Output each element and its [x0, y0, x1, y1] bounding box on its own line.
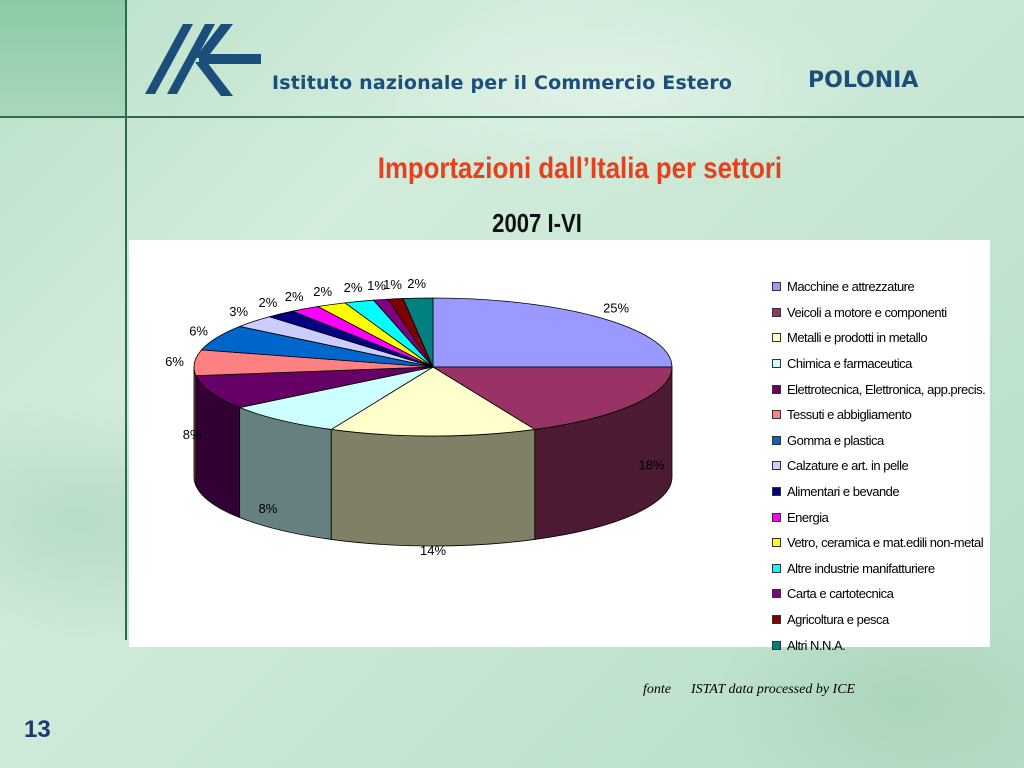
- legend-swatch: [772, 615, 781, 625]
- legend-label: Tessuti e abbigliamento: [787, 407, 912, 423]
- legend-label: Carta e cartotecnica: [787, 586, 894, 602]
- pie-slice-3: [330, 366, 536, 437]
- legend-item-7: Gomma e plastica: [772, 428, 992, 454]
- pie-chart: 25% 18% 14% 8% 8% 6% 6% 3% 2% 2% 2% 2% 1%1% 2%: [165, 276, 673, 558]
- pie-label-3: 14%: [420, 543, 446, 558]
- pie-slice-1: [432, 297, 673, 368]
- legend-item-13: Carta e cartotecnica: [772, 581, 992, 607]
- pie-label-9: 2%: [259, 295, 278, 310]
- pie-slice-2: [431, 366, 673, 430]
- pie-label-2: 18%: [639, 458, 665, 473]
- legend-label: Agricoltura e pesca: [787, 612, 889, 628]
- legend-item-10: Energia: [772, 504, 992, 530]
- legend-label: Elettrotecnica, Elettronica, app.precis.: [787, 381, 986, 397]
- slide-header: Istituto nazionale per il Commercio Este…: [0, 0, 1024, 116]
- legend-item-11: Vetro, ceramica e mat.edili non-metal: [772, 530, 992, 556]
- pie-label-6: 6%: [165, 354, 184, 369]
- legend-label: Metalli e prodotti in metallo: [787, 330, 928, 346]
- pie-slice-5: [195, 366, 434, 408]
- ice-logo-icon: [145, 24, 261, 96]
- legend-swatch: [772, 461, 781, 471]
- legend-label: Chimica e farmaceutica: [787, 356, 912, 372]
- pie-label-5: 8%: [183, 427, 202, 442]
- header-horizontal-divider: [0, 116, 1024, 118]
- legend-swatch: [772, 410, 781, 420]
- chart-title: Importazioni dall’Italia per settori: [377, 152, 783, 185]
- chart-subtitle: 2007 I-VI: [492, 208, 582, 238]
- legend-item-4: Chimica e farmaceutica: [772, 351, 992, 377]
- pie-slice-4: [238, 366, 434, 430]
- pie-label-4: 8%: [259, 501, 278, 516]
- country-name: POLONIA: [808, 68, 919, 93]
- legend-label: Vetro, ceramica e mat.edili non-metal: [787, 535, 984, 551]
- legend-item-6: Tessuti e abbigliamento: [772, 402, 992, 428]
- source-text: ISTAT data processed by ICE: [691, 682, 856, 697]
- legend-item-1: Macchine e attrezzature: [772, 274, 992, 300]
- pie-label-10: 2%: [285, 289, 304, 304]
- legend-label: Energia: [787, 509, 829, 525]
- pie-label-14: 1%: [383, 277, 402, 292]
- pie-label-11: 2%: [313, 284, 332, 299]
- legend-swatch: [772, 640, 781, 650]
- pie-label-7: 6%: [189, 324, 208, 339]
- chart-panel: 25% 18% 14% 8% 8% 6% 6% 3% 2% 2% 2% 2% 1% 1% 2% Macchi…: [129, 240, 990, 653]
- legend-swatch: [772, 538, 781, 548]
- legend-item-14: Agricoltura e pesca: [772, 607, 992, 633]
- legend-label: Altre industrie manifatturiere: [787, 560, 935, 576]
- legend-label: Macchine e attrezzature: [787, 279, 915, 295]
- chart-legend: Macchine e attrezzature Veicoli a motore …: [772, 274, 992, 658]
- institute-name: Istituto nazionale per il Commercio Este…: [272, 72, 733, 94]
- legend-label: Alimentari e bevande: [787, 484, 900, 500]
- legend-label: Veicoli a motore e componenti: [787, 304, 947, 320]
- pie-slice-15: [402, 297, 434, 368]
- legend-swatch: [772, 282, 781, 292]
- legend-swatch: [772, 487, 781, 497]
- legend-swatch: [772, 512, 781, 522]
- legend-item-15: Altri N.N.A.: [772, 632, 992, 658]
- header-vertical-divider: [125, 0, 127, 640]
- legend-label: Gomma e plastica: [787, 432, 884, 448]
- legend-item-9: Alimentari e bevande: [772, 479, 992, 505]
- pie-slice-side-3: [330, 428, 536, 547]
- legend-swatch: [772, 563, 781, 573]
- legend-swatch: [772, 589, 781, 599]
- legend-swatch: [772, 307, 781, 317]
- legend-item-3: Metalli e prodotti in metallo: [772, 325, 992, 351]
- legend-swatch: [772, 359, 781, 369]
- legend-item-5: Elettrotecnica, Elettronica, app.precis.: [772, 376, 992, 402]
- source-note: fonte ISTAT data processed by ICE: [643, 682, 855, 698]
- header-left-strip: [0, 0, 126, 116]
- legend-item-8: Calzature e art. in pelle: [772, 453, 992, 479]
- legend-swatch: [772, 384, 781, 394]
- pie-label-1: 25%: [603, 300, 629, 315]
- legend-label: Calzature e art. in pelle: [787, 458, 909, 474]
- source-label: fonte: [643, 682, 671, 697]
- pie-label-12: 2%: [344, 280, 363, 295]
- pie-label-8: 3%: [229, 304, 248, 319]
- pie-label-13: 1%: [367, 278, 386, 293]
- page-number: 13: [24, 716, 51, 743]
- pie-label-15: 2%: [407, 276, 426, 291]
- legend-item-12: Altre industrie manifatturiere: [772, 556, 992, 582]
- legend-swatch: [772, 333, 781, 343]
- legend-label: Altri N.N.A.: [787, 637, 846, 653]
- legend-item-2: Veicoli a motore e componenti: [772, 300, 992, 326]
- legend-swatch: [772, 435, 781, 445]
